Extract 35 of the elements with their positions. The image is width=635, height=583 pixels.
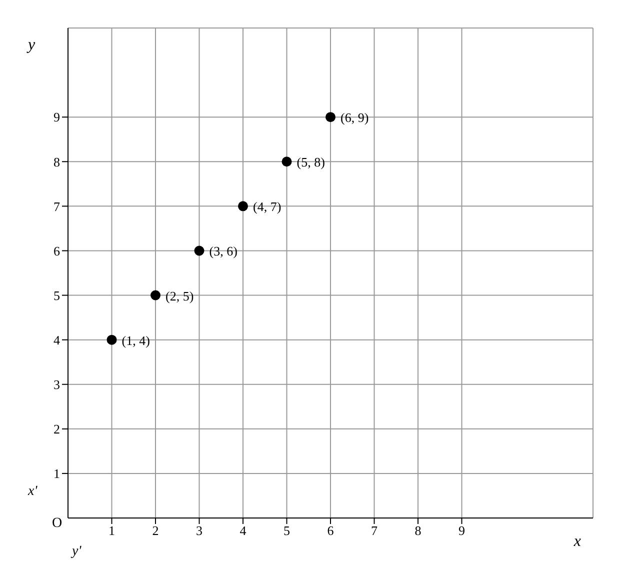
y-tick-label: 1 (54, 466, 60, 482)
y-tick-label: 4 (54, 332, 60, 348)
text: O (52, 516, 62, 532)
y-tick-label: 6 (54, 243, 60, 258)
x-tick-label: 4 (240, 523, 247, 538)
annotation: (1, 4) (122, 332, 150, 348)
x-axis-title: x (572, 533, 581, 550)
annotation: (5, 8) (296, 154, 325, 170)
x-tick-label: 1 (108, 523, 115, 538)
x-tick-label: 9 (458, 523, 465, 538)
x-tick-label: 6 (327, 523, 334, 538)
y-axis-title: y (26, 36, 36, 54)
y-tick-label: 8 (54, 154, 60, 170)
x-tick-label: 3 (196, 523, 202, 538)
annotation: (4, 7) (253, 199, 282, 214)
x-tick-label: 5 (284, 523, 290, 538)
annotation: (3, 6) (209, 244, 238, 259)
y-tick-label: 3 (54, 376, 60, 392)
y-tick-label: 5 (54, 288, 60, 303)
point (238, 201, 248, 212)
x-tick-label: 2 (152, 523, 159, 538)
y-tick-label: 7 (54, 198, 60, 214)
point (194, 246, 204, 256)
x-tick-label: 7 (371, 523, 378, 538)
point (282, 156, 292, 167)
text: x' (28, 484, 38, 500)
annotation: (2, 5) (166, 288, 194, 304)
y-tick-label: 9 (54, 110, 60, 125)
annotation: (6, 9) (340, 110, 369, 126)
point (106, 334, 117, 345)
point (326, 112, 336, 122)
point (150, 290, 160, 300)
y-tick-label: 2 (54, 422, 60, 437)
x-tick-label: 8 (414, 523, 422, 538)
text: y' (72, 544, 82, 560)
